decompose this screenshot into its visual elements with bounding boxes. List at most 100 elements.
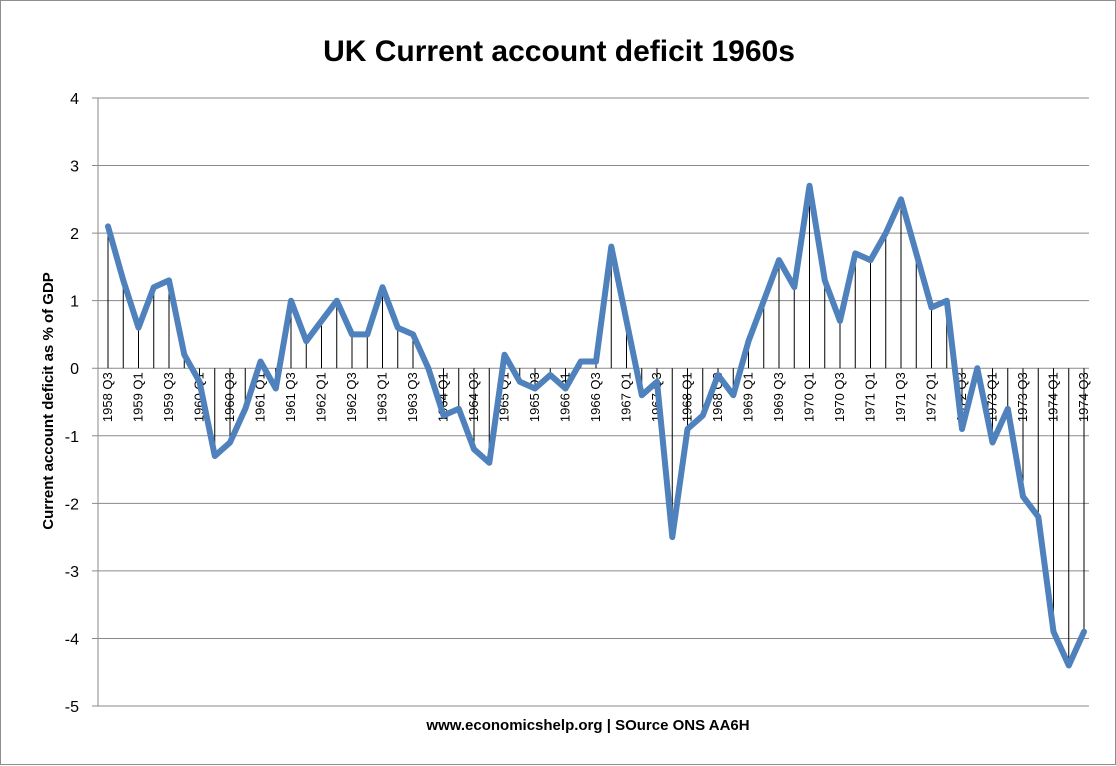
data-point — [700, 413, 706, 419]
y-tick-label: -2 — [65, 496, 79, 513]
data-point — [181, 352, 187, 358]
y-axis-label: Current account deficit as % of GDP — [40, 272, 57, 530]
data-point — [105, 223, 111, 229]
data-point — [349, 331, 355, 337]
data-point — [258, 358, 263, 364]
data-point — [502, 352, 507, 358]
x-tick-label: 1958 Q3 — [100, 372, 115, 422]
data-point — [456, 406, 462, 412]
data-point — [807, 183, 812, 189]
x-tick-label: 1965 Q3 — [527, 372, 542, 422]
x-tick-label: 1959 Q1 — [131, 372, 146, 422]
data-point — [166, 277, 172, 283]
data-point — [197, 379, 202, 385]
data-point — [685, 426, 690, 432]
x-tick-label: 1973 Q3 — [1015, 372, 1030, 422]
data-point — [1005, 406, 1011, 412]
data-point — [334, 298, 340, 304]
x-tick-label: 1961 Q3 — [283, 372, 298, 422]
data-point — [1035, 514, 1041, 520]
data-point — [990, 440, 995, 446]
data-point — [120, 277, 126, 283]
data-point — [532, 385, 538, 391]
x-tick-label: 1969 Q1 — [741, 372, 756, 422]
data-point — [913, 250, 919, 256]
data-point — [669, 534, 675, 540]
data-point — [410, 331, 416, 337]
data-point — [578, 358, 584, 364]
x-tick-label: 1964 Q3 — [466, 372, 481, 422]
drop-lines — [107, 185, 1085, 666]
data-point — [486, 460, 492, 466]
data-point — [898, 196, 904, 202]
chart-title: UK Current account deficit 1960s — [323, 35, 795, 68]
x-tick-label: 1971 Q1 — [863, 372, 878, 422]
y-tick-label: 1 — [70, 294, 79, 311]
data-point — [654, 379, 660, 385]
y-tick-label: 2 — [70, 226, 79, 243]
data-point — [441, 413, 446, 419]
data-point — [822, 277, 828, 283]
data-point — [380, 284, 385, 290]
data-point — [517, 379, 523, 385]
y-tick-label: 3 — [70, 159, 79, 176]
data-point — [1051, 629, 1056, 635]
gridlines — [92, 97, 1089, 707]
x-tick-label: 1963 Q3 — [405, 372, 420, 422]
data-point — [959, 426, 965, 432]
data-point — [273, 385, 279, 391]
series-layer — [105, 182, 1087, 669]
x-tick-label: 1959 Q3 — [161, 372, 176, 422]
x-tick-label: 1960 Q3 — [222, 372, 237, 422]
data-point — [1066, 662, 1072, 668]
data-point — [761, 298, 767, 304]
data-point — [425, 365, 431, 371]
data-point — [471, 446, 477, 452]
data-point — [319, 318, 324, 324]
y-tick-label: -4 — [65, 631, 79, 648]
x-tick-label: 1966 Q3 — [588, 372, 603, 422]
data-point — [1020, 494, 1026, 500]
x-tick-label: 1961 Q1 — [253, 372, 268, 422]
y-tick-label: -1 — [65, 429, 79, 446]
data-point — [868, 257, 873, 263]
data-point — [746, 338, 751, 344]
data-point — [837, 318, 843, 324]
data-point — [730, 392, 736, 398]
x-tick-label: 1967 Q1 — [619, 372, 634, 422]
source-note: www.economicshelp.org | SOurce ONS AA6H — [425, 717, 749, 734]
data-point — [944, 298, 950, 304]
data-point — [288, 298, 294, 304]
y-tick-label: 4 — [70, 91, 79, 108]
data-point — [242, 406, 248, 412]
data-point — [715, 372, 721, 378]
x-tick-label: 1963 Q1 — [375, 372, 390, 422]
data-point — [563, 385, 568, 391]
data-point — [395, 325, 401, 331]
y-tick-labels: 4 3 2 1 0 -1 -2 -3 -4 -5 — [65, 91, 79, 716]
x-tick-label: 1962 Q1 — [314, 372, 329, 422]
data-point — [852, 250, 858, 256]
data-point — [364, 331, 370, 337]
data-point — [608, 244, 614, 250]
data-point — [547, 372, 553, 378]
data-point — [624, 318, 629, 324]
series-line — [105, 182, 1087, 669]
data-point — [593, 358, 599, 364]
x-tick-label: 1974 Q3 — [1076, 372, 1091, 422]
x-tick-label: 1971 Q3 — [893, 372, 908, 422]
data-point — [639, 392, 645, 398]
x-tick-label: 1972 Q1 — [924, 372, 939, 422]
y-tick-label: -3 — [65, 564, 79, 581]
x-tick-label: 1970 Q1 — [802, 372, 817, 422]
data-point — [303, 338, 309, 344]
x-tick-label: 1974 Q1 — [1046, 372, 1061, 422]
x-tick-label: 1968 Q1 — [680, 372, 695, 422]
data-point — [136, 325, 141, 331]
x-tick-label: 1969 Q3 — [771, 372, 786, 422]
data-point — [776, 257, 782, 263]
y-tick-label: 0 — [70, 361, 79, 378]
data-point — [929, 304, 934, 310]
